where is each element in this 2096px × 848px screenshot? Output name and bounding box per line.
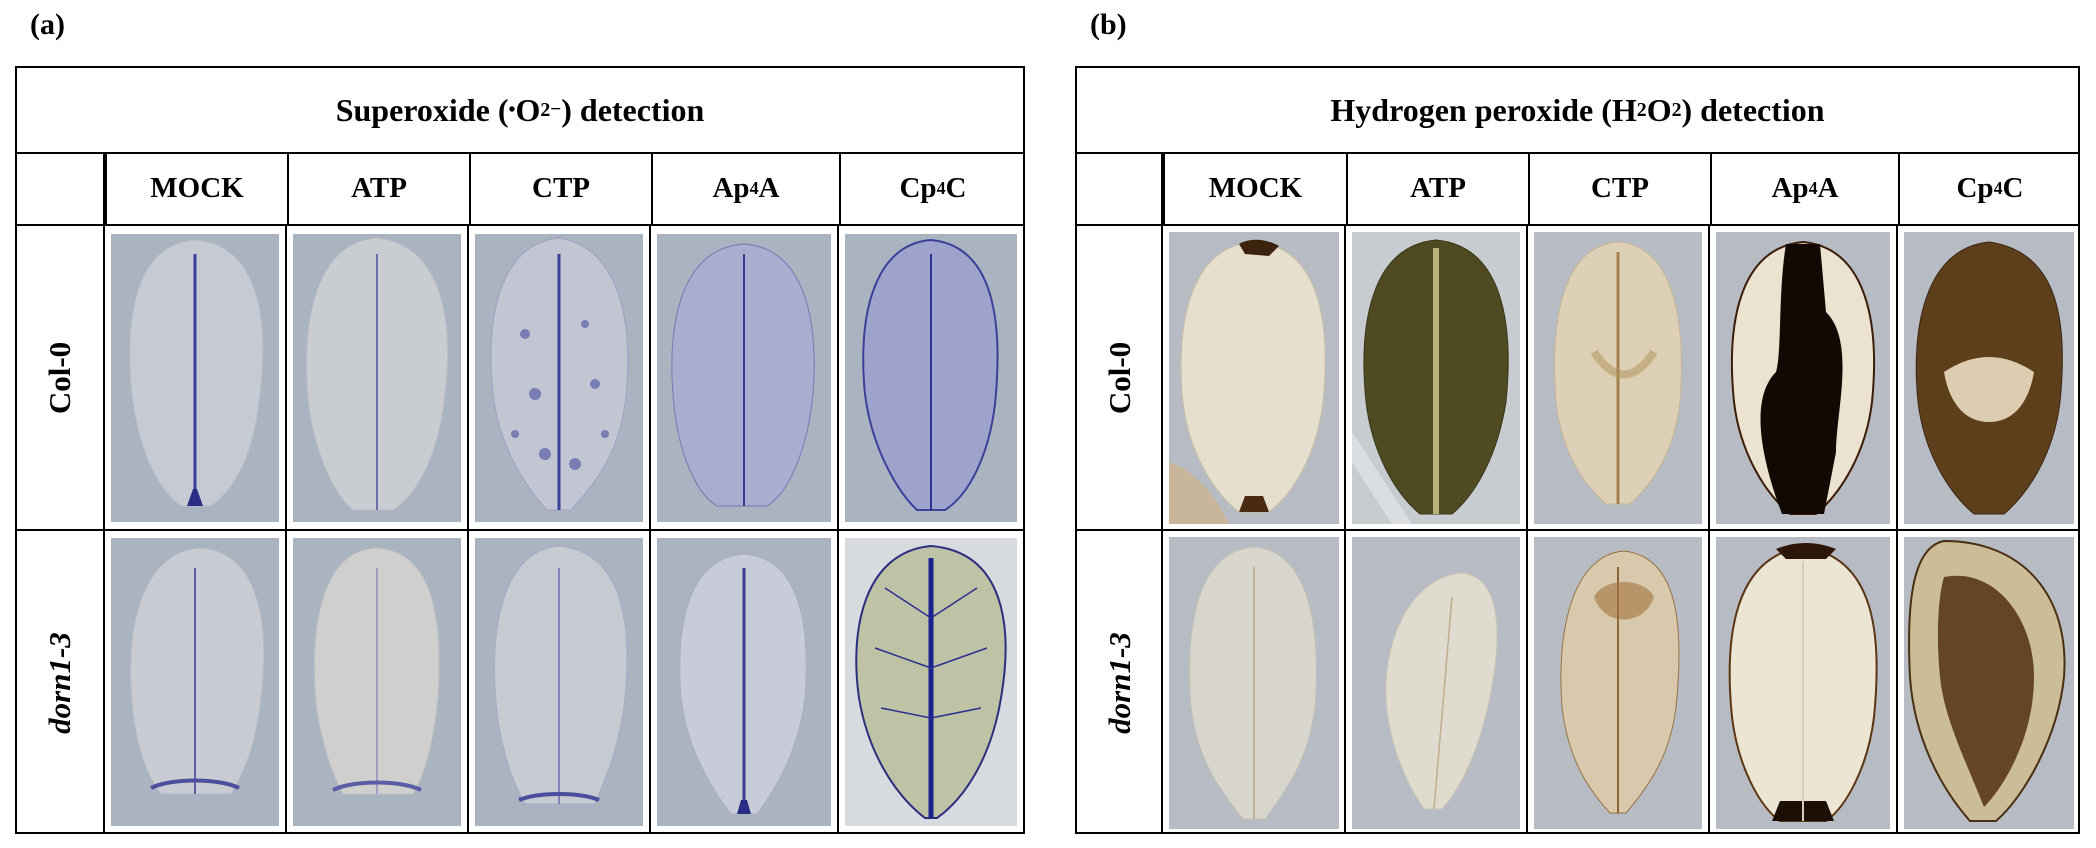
col-header-cp4c: Cp 4 C — [839, 152, 1025, 224]
leaf-image-col0-cp4c — [1904, 232, 2074, 524]
leaf-image-dorn1-3-atp — [1352, 537, 1520, 829]
row-label-col0: Col-0 — [41, 341, 77, 414]
leaf-image-dorn1-3-ap4a — [1716, 537, 1890, 829]
leaf-image-dorn1-3-ap4a — [657, 538, 831, 826]
col-header-ap4a: Ap 4 A — [1710, 152, 1898, 224]
col-header-ctp: CTP — [1528, 152, 1710, 224]
col-header-atp: ATP — [287, 152, 469, 224]
leaf-image-col0-mock — [111, 234, 279, 522]
col-header-ctp: CTP — [469, 152, 651, 224]
leaf-image-col0-atp — [1352, 232, 1520, 524]
row-label-dorn1-3: dorn1-3 — [1102, 631, 1138, 734]
col-header-ap4a: Ap 4 A — [651, 152, 839, 224]
row-label-dorn1-3: dorn1-3 — [42, 631, 78, 734]
panel-a-title: Superoxide (• O 2−) detection — [17, 68, 1023, 154]
leaf-image-dorn1-3-cp4c — [1904, 537, 2074, 829]
col-header-cp4c: Cp 4 C — [1898, 152, 2080, 224]
col-header-mock: MOCK — [1163, 152, 1346, 224]
leaf-image-dorn1-3-ctp — [1534, 537, 1702, 829]
panel-a-label: (a) — [30, 8, 65, 41]
leaf-image-col0-ap4a — [657, 234, 831, 522]
row-label-col0: Col-0 — [1101, 341, 1137, 414]
panel-b-hydrogen-peroxide: Hydrogen peroxide (H 2 O 2) detection MOCK … — [1075, 66, 2080, 834]
leaf-image-col0-atp — [293, 234, 461, 522]
panel-b-title: Hydrogen peroxide (H 2 O 2) detection — [1077, 68, 2078, 154]
leaf-image-dorn1-3-cp4c — [845, 538, 1017, 826]
leaf-image-dorn1-3-ctp — [475, 538, 643, 826]
col-header-mock: MOCK — [105, 152, 287, 224]
leaf-image-col0-ctp — [475, 234, 643, 522]
panel-a-superoxide: Superoxide (• O 2−) detection MOCK ATP CTP… — [15, 66, 1025, 834]
leaf-image-col0-ap4a — [1716, 232, 1890, 524]
col-header-atp: ATP — [1346, 152, 1528, 224]
leaf-image-col0-mock — [1169, 232, 1339, 524]
leaf-image-col0-cp4c — [845, 234, 1017, 522]
panel-b-label: (b) — [1090, 8, 1127, 41]
leaf-image-dorn1-3-mock — [1169, 537, 1339, 829]
leaf-image-col0-ctp — [1534, 232, 1702, 524]
leaf-image-dorn1-3-atp — [293, 538, 461, 826]
leaf-image-dorn1-3-mock — [111, 538, 279, 826]
